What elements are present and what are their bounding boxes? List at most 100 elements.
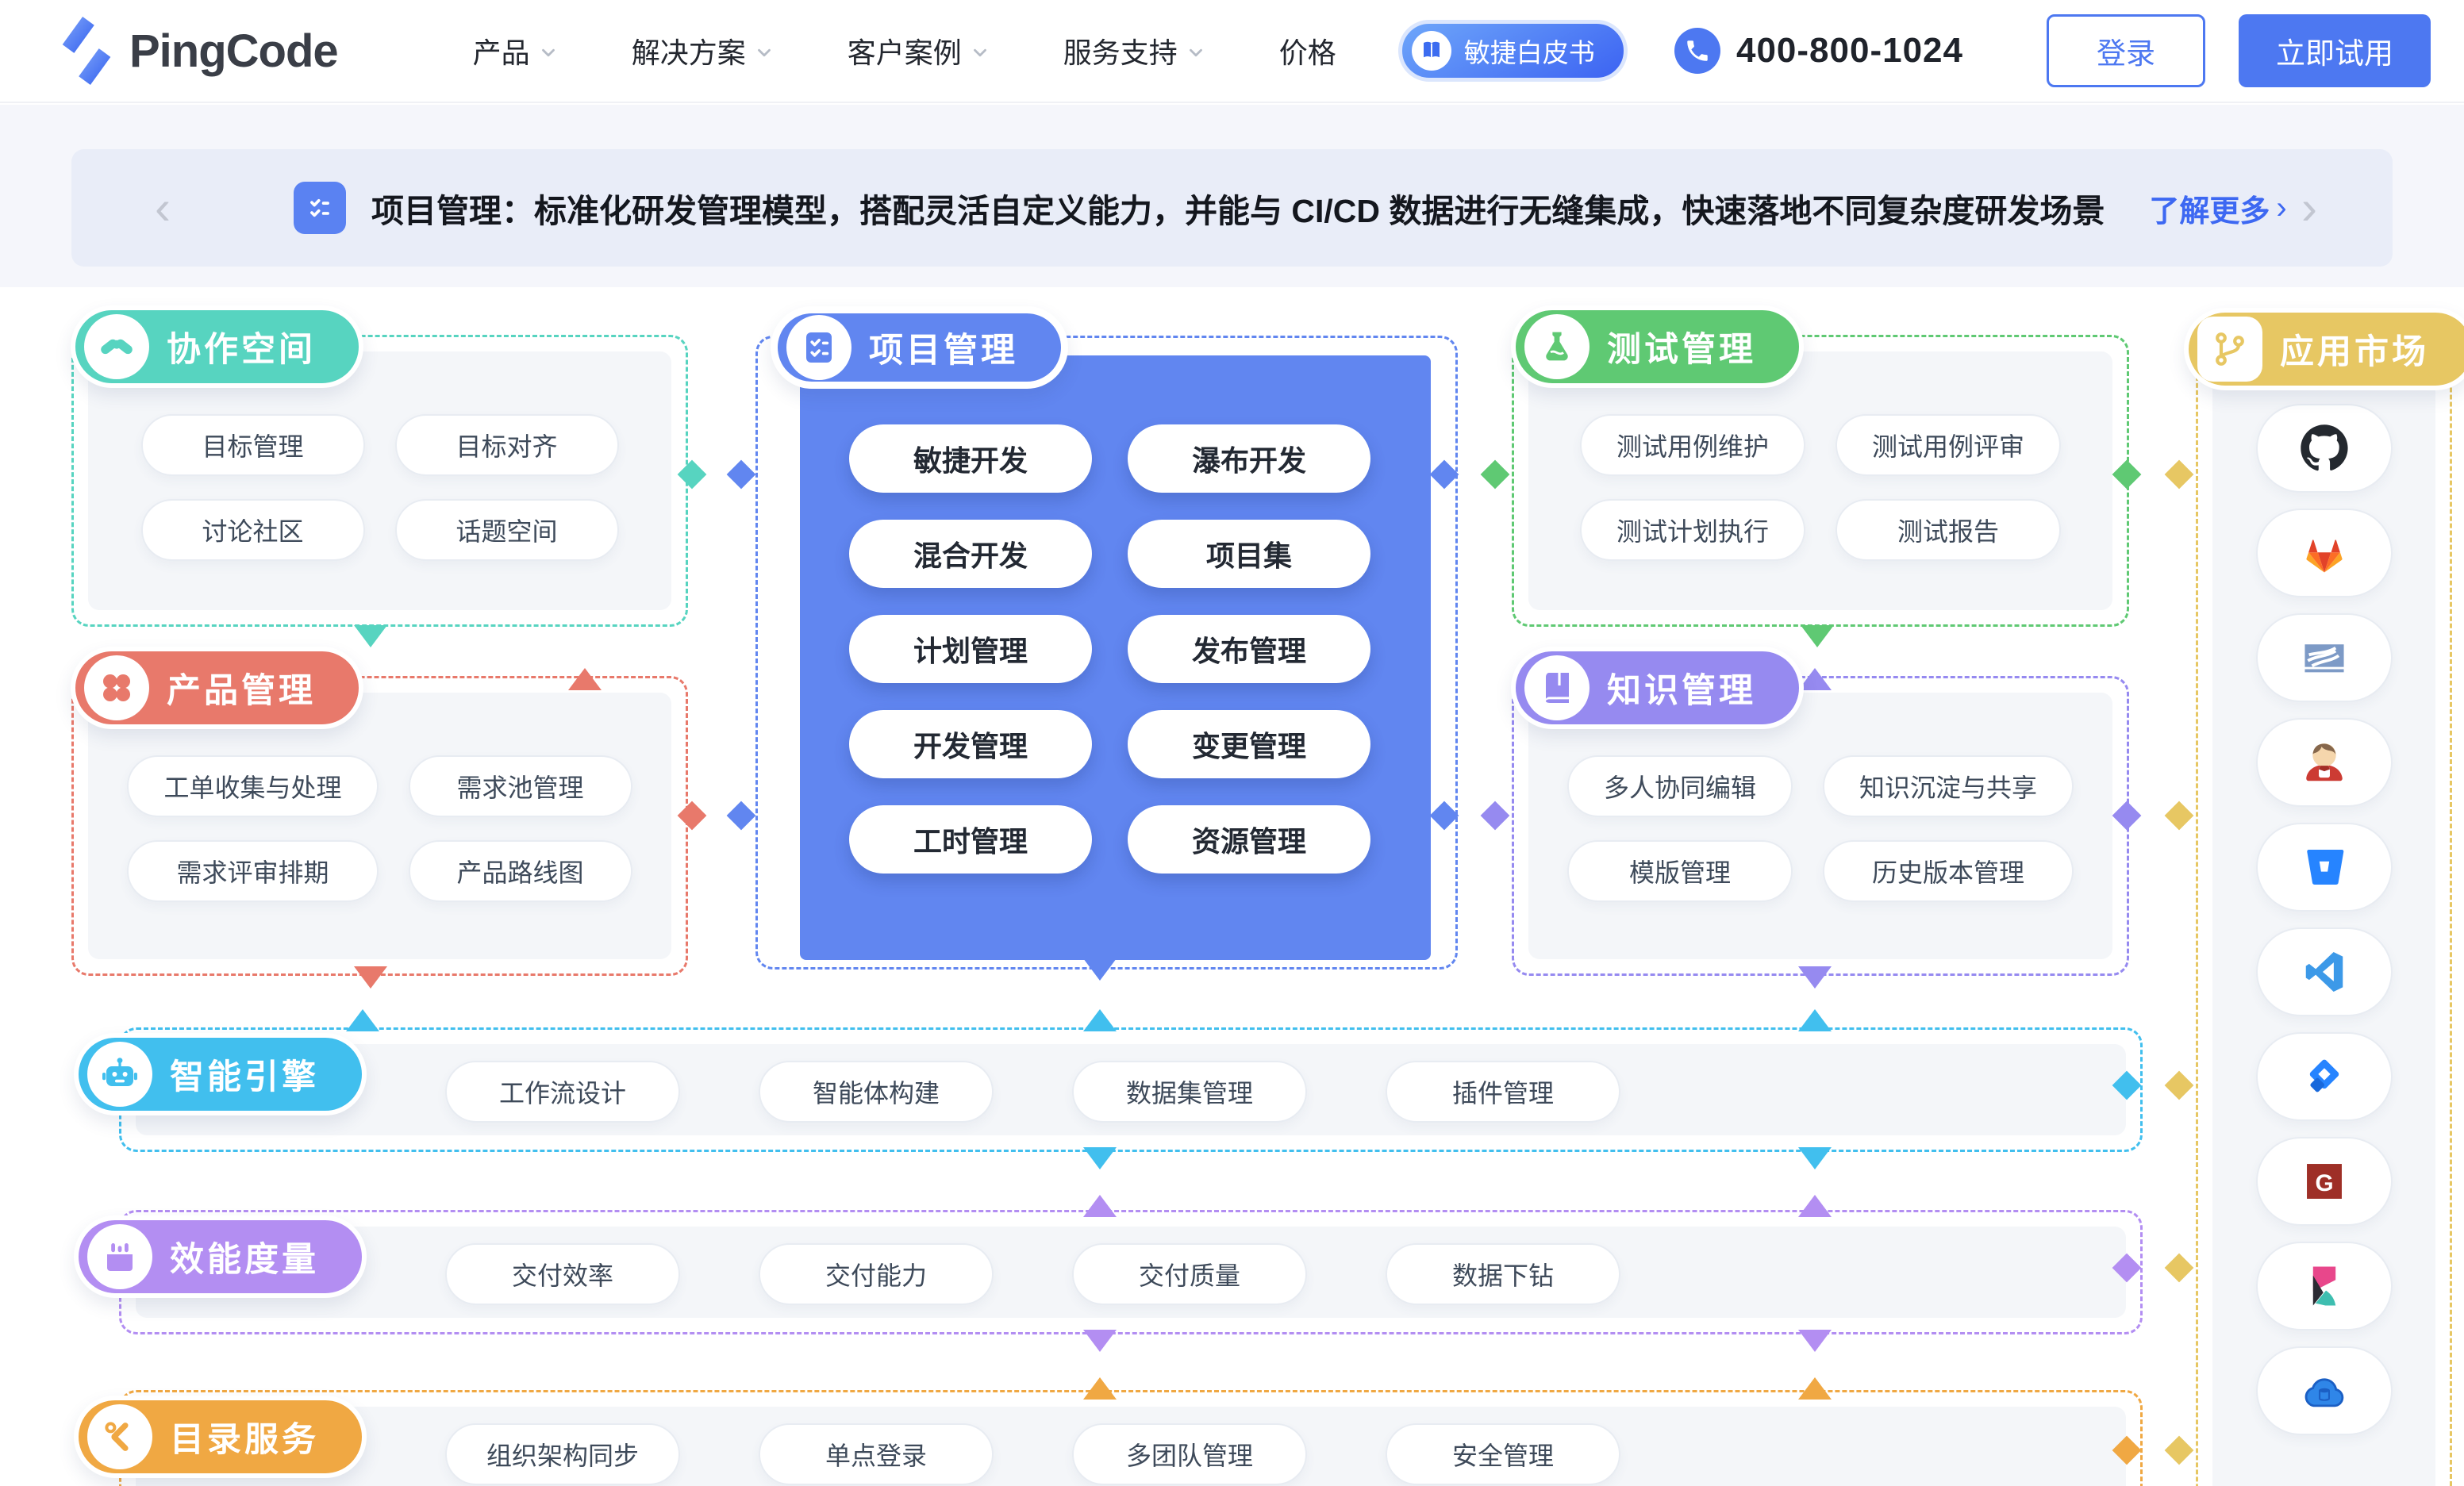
collab-section: 协作空间 目标管理 目标对齐 讨论社区 话题空间 [71,305,688,627]
book-icon [1411,31,1451,71]
subversion-icon [2300,633,2349,682]
phone-icon [1674,28,1720,74]
app-market-section-label[interactable]: 应用市场 [2184,308,2464,390]
feature-pill[interactable]: 目标对齐 [394,414,619,476]
chevron-down-icon [970,39,990,63]
nav-menu-item[interactable]: 价格 [1279,30,1336,71]
app-tile[interactable] [2255,509,2393,597]
knowledge-section: 知识管理 多人协同编辑 知识沉淀与共享 模版管理 历史版本管理 [1511,647,2129,976]
feature-pill[interactable]: 多团队管理 [1072,1423,1307,1485]
connector-down-arrow [354,966,387,989]
feature-pill[interactable]: 交付能力 [759,1243,994,1305]
nav-menu-item-label: 服务支持 [1063,36,1178,69]
app-tile[interactable] [2255,823,2393,912]
nav-menu-item[interactable]: 产品 [473,30,559,71]
product-section-label[interactable]: 产品管理 [71,647,363,729]
pingcode-logo[interactable]: PingCode [60,17,339,85]
app-tile[interactable] [2255,404,2393,493]
feature-pill[interactable]: 发布管理 [1128,615,1370,683]
feature-pill[interactable]: 工作流设计 [445,1061,680,1123]
feature-pill[interactable]: 数据下钻 [1386,1243,1620,1305]
feature-pill[interactable]: 测试报告 [1836,499,2062,561]
feature-pill[interactable]: 交付质量 [1072,1243,1307,1305]
whitepaper-badge[interactable]: 敏捷白皮书 [1397,20,1628,82]
feature-pill[interactable]: 计划管理 [849,615,1092,683]
announcement-banner: ‹ 项目管理：标准化研发管理模型，搭配灵活自定义能力，并能与 CI/CD 数据进… [71,149,2393,267]
learn-more-link[interactable]: 了解更多 › [2149,186,2286,230]
feature-pill[interactable]: 资源管理 [1128,805,1370,874]
feature-pill[interactable]: 测试用例维护 [1579,414,1805,476]
feature-pill[interactable]: 变更管理 [1128,710,1370,778]
nav-menu-item-label: 客户案例 [847,36,962,69]
vscode-icon [2300,947,2349,996]
clover-icon [84,655,149,720]
feature-pill[interactable]: 安全管理 [1386,1423,1620,1485]
feature-pill[interactable]: 项目集 [1128,520,1370,588]
feature-pill[interactable]: 多人协同编辑 [1566,755,1793,817]
phone-contact[interactable]: 400-800-1024 [1674,28,1963,74]
metrics-section: 效能度量 交付效率 交付能力 交付质量 数据下钻 [74,1210,2143,1334]
feature-pill[interactable]: 组织架构同步 [445,1423,680,1485]
trial-button[interactable]: 立即试用 [2239,14,2431,87]
feature-pill[interactable]: 需求评审排期 [127,840,379,902]
feature-pill[interactable]: 敏捷开发 [849,424,1092,493]
carousel-prev-icon[interactable]: ‹ [155,181,171,234]
feature-pill[interactable]: 数据集管理 [1072,1061,1307,1123]
nav-menu-item[interactable]: 客户案例 [848,30,990,71]
feature-pill[interactable]: 模版管理 [1566,840,1793,902]
app-tile[interactable] [2255,927,2393,1016]
nav-menu-item[interactable]: 服务支持 [1063,30,1206,71]
feature-pill[interactable]: 单点登录 [759,1423,994,1485]
feature-pill[interactable]: 测试计划执行 [1579,499,1805,561]
announcement-text: 项目管理：标准化研发管理模型，搭配灵活自定义能力，并能与 CI/CD 数据进行无… [371,193,2105,229]
chevron-down-icon [754,39,775,63]
handshake-icon [84,314,149,379]
connector-down-arrow [1798,1330,1832,1352]
knowledge-section-label[interactable]: 知识管理 [1511,647,1804,729]
connector-diamond [1480,801,1510,831]
phone-number: 400-800-1024 [1736,31,1963,70]
project-section-label[interactable]: 项目管理 [771,306,1068,389]
feature-pill[interactable]: 智能体构建 [759,1061,994,1123]
feature-pill[interactable]: 测试用例评审 [1836,414,2062,476]
feature-pill[interactable]: 需求池管理 [408,755,632,817]
app-tile[interactable]: G [2255,1137,2393,1226]
app-tile[interactable] [2255,718,2393,807]
feature-pill[interactable]: 工时管理 [849,805,1092,874]
whitepaper-badge-label: 敏捷白皮书 [1463,38,1595,67]
carousel-next-icon[interactable]: › [2301,181,2317,234]
login-button[interactable]: 登录 [2047,14,2205,87]
app-tile[interactable] [2255,1032,2393,1121]
feature-pill[interactable]: 交付效率 [445,1243,680,1305]
metrics-section-label[interactable]: 效能度量 [74,1215,367,1298]
ai-engine-section-label[interactable]: 智能引擎 [74,1033,367,1115]
announcement-band: ‹ 项目管理：标准化研发管理模型，搭配灵活自定义能力，并能与 CI/CD 数据进… [0,105,2464,287]
connector-up-arrow [1083,1195,1117,1217]
app-tile[interactable] [2255,613,2393,702]
feature-pill[interactable]: 话题空间 [394,499,619,561]
feature-pill[interactable]: 瀑布开发 [1128,424,1370,493]
feature-pill[interactable]: 目标管理 [140,414,365,476]
feature-pill[interactable]: 开发管理 [849,710,1092,778]
feature-pill[interactable]: 讨论社区 [140,499,365,561]
github-icon [2300,424,2349,473]
feature-pill[interactable]: 知识沉淀与共享 [1823,755,2074,817]
feature-pill[interactable]: 历史版本管理 [1823,840,2074,902]
directory-section-label[interactable]: 目录服务 [74,1396,367,1478]
connector-diamond [2164,801,2194,831]
feature-pill[interactable]: 混合开发 [849,520,1092,588]
feature-pill[interactable]: 工单收集与处理 [127,755,379,817]
robot-icon [87,1042,152,1107]
branch-icon [2197,317,2262,382]
app-tile[interactable] [2255,1242,2393,1330]
pingcode-logo-text: PingCode [129,25,339,77]
nav-menu-item-label: 价格 [1278,36,1336,69]
app-tile[interactable] [2255,1346,2393,1435]
feature-pill[interactable]: 插件管理 [1386,1061,1620,1123]
connector-down-arrow [1083,1330,1117,1352]
feature-pill[interactable]: 产品路线图 [408,840,632,902]
collab-panel [88,351,671,610]
nav-menu-item[interactable]: 解决方案 [632,30,775,71]
collab-section-label[interactable]: 协作空间 [71,305,363,388]
test-section-label[interactable]: 测试管理 [1511,305,1804,388]
